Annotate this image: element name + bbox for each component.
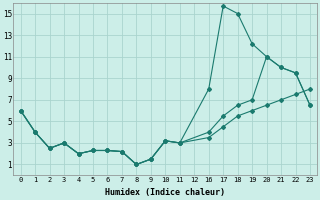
X-axis label: Humidex (Indice chaleur): Humidex (Indice chaleur) (105, 188, 225, 197)
